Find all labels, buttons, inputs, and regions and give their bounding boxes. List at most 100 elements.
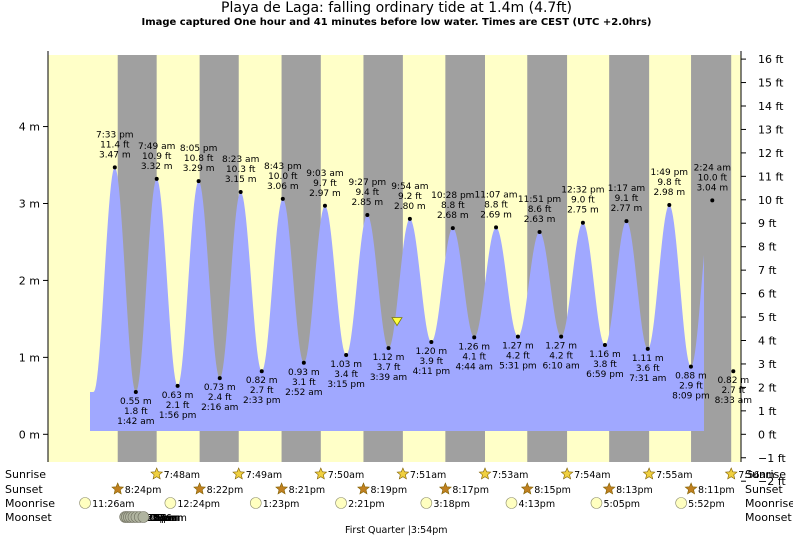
moonset-time: 1:01am	[140, 513, 176, 524]
sunset-time: 8:19pm	[370, 485, 407, 496]
high-tide-point	[624, 219, 629, 224]
tide-label: 2.1 ft	[166, 401, 190, 411]
high-tide-point	[112, 165, 117, 170]
low-tide-point	[731, 369, 736, 374]
sunset-star-icon	[357, 482, 370, 495]
tide-label: 3.32 m	[141, 162, 173, 172]
right-tick-label: 1 ft	[758, 405, 777, 418]
moonset-time: 3:56am	[150, 513, 186, 524]
tide-label: 1:49 pm	[651, 168, 689, 178]
sunset-time: 8:11pm	[698, 485, 735, 496]
sunrise-time: 7:51am	[410, 470, 446, 481]
low-tide-point	[688, 364, 693, 369]
tide-label: 2.80 m	[394, 202, 426, 212]
right-tick-label: 7 ft	[758, 264, 777, 277]
tide-label: 3.7 ft	[377, 363, 401, 373]
tide-label: 2.9 ft	[679, 382, 703, 392]
tide-label: 10.8 ft	[184, 154, 214, 164]
moon-phase-note: First Quarter |3:54pm	[345, 525, 448, 536]
moonset-time: 1:53am	[143, 513, 179, 524]
chart-subtitle: Image captured One hour and 41 minutes b…	[141, 17, 652, 28]
moonset-time: 11:39pm	[136, 513, 179, 524]
moonset-time: 12:17am	[138, 513, 180, 524]
sunset-time: 8:15pm	[534, 485, 571, 496]
right-tick-label: 13 ft	[758, 123, 784, 136]
row-label-right: Moonrise	[745, 497, 793, 510]
left-tick-label: 0 m	[19, 428, 40, 441]
sunrise-star-icon	[642, 467, 656, 480]
tide-label: 2:52 am	[285, 388, 322, 398]
tide-label: 0.93 m	[288, 368, 320, 378]
moonrise-time: 12:24pm	[177, 499, 220, 510]
tide-label: 3.9 ft	[419, 357, 443, 367]
high-tide-point	[537, 229, 542, 234]
sunset-time: 8:21pm	[289, 485, 326, 496]
tide-label: 2.85 m	[351, 198, 383, 208]
sunrise-time: 7:56am	[738, 470, 774, 481]
row-label-right: Moonset	[745, 511, 792, 524]
tide-label: 9.2 ft	[398, 192, 422, 202]
tide-label: 2.97 m	[309, 189, 341, 199]
tide-label: 2.77 m	[611, 204, 643, 214]
tide-label: 9.1 ft	[615, 194, 639, 204]
sunrise-time: 7:54am	[574, 470, 610, 481]
left-tick-label: 3 m	[19, 197, 40, 210]
sunset-star-icon	[111, 482, 125, 495]
chart-title: Playa de Laga: falling ordinary tide at …	[221, 0, 572, 16]
tide-label: 8.8 ft	[484, 200, 508, 210]
tide-label: 1:17 am	[608, 184, 645, 194]
moonrise-moon-icon	[675, 497, 687, 509]
moonrise-moon-icon	[590, 497, 603, 509]
tide-label: 0.88 m	[675, 372, 707, 382]
tide-label: 1.12 m	[373, 353, 405, 363]
sunrise-time: 7:50am	[328, 470, 364, 481]
tide-label: 8.8 ft	[441, 201, 465, 211]
low-tide-point	[217, 376, 222, 381]
low-tide-point	[301, 360, 306, 365]
tide-label: 2:16 am	[201, 403, 238, 413]
sunset-star-icon	[602, 482, 616, 495]
tide-label: 11.4 ft	[100, 140, 130, 150]
tide-label: 11:07 am	[474, 190, 517, 200]
sunrise-star-icon	[232, 467, 246, 480]
right-tick-label: 11 ft	[758, 170, 784, 183]
row-label-left: Moonset	[5, 511, 52, 524]
sunset-time: 8:17pm	[452, 485, 489, 496]
tide-label: 7:33 pm	[96, 130, 134, 140]
moonrise-time: 1:23pm	[263, 499, 300, 510]
left-tick-label: 4 m	[19, 121, 40, 134]
tide-label: 2.69 m	[480, 210, 512, 220]
high-tide-point	[407, 216, 412, 221]
tide-label: 4.2 ft	[549, 352, 573, 362]
left-tick-label: 1 m	[19, 351, 40, 364]
tide-label: 2.7 ft	[721, 386, 745, 396]
tide-label: 2.7 ft	[250, 386, 274, 396]
current-tide-marker	[391, 317, 403, 327]
tide-label: 9:03 am	[306, 169, 343, 179]
tide-label: 3.8 ft	[593, 360, 617, 370]
tide-label: 10.0 ft	[268, 172, 298, 182]
row-label-left: Sunrise	[5, 468, 46, 481]
tide-label: 2:24 am	[694, 163, 731, 173]
tide-label: 9.4 ft	[355, 188, 379, 198]
moonrise-time: 5:52pm	[688, 499, 725, 510]
right-tick-label: 4 ft	[758, 335, 777, 348]
tide-label: 0.73 m	[204, 383, 236, 393]
sunrise-star-icon	[314, 467, 328, 480]
tide-label: 10:28 pm	[431, 191, 474, 201]
high-tide-point	[322, 203, 327, 208]
tide-label: 2.63 m	[524, 215, 556, 225]
moonrise-time: 2:21pm	[348, 499, 385, 510]
right-tick-label: 6 ft	[758, 288, 777, 301]
tide-label: 3.47 m	[99, 150, 131, 160]
moonrise-time: 4:13pm	[518, 499, 555, 510]
tide-label: 1.03 m	[330, 360, 362, 370]
tide-label: 2.68 m	[437, 211, 469, 221]
high-tide-point	[710, 198, 715, 203]
sunrise-star-icon	[478, 467, 492, 480]
low-tide-point	[645, 346, 650, 351]
sunrise-time: 7:55am	[656, 470, 692, 481]
tide-label: 8:05 pm	[180, 144, 218, 154]
tide-label: 2.4 ft	[208, 393, 232, 403]
